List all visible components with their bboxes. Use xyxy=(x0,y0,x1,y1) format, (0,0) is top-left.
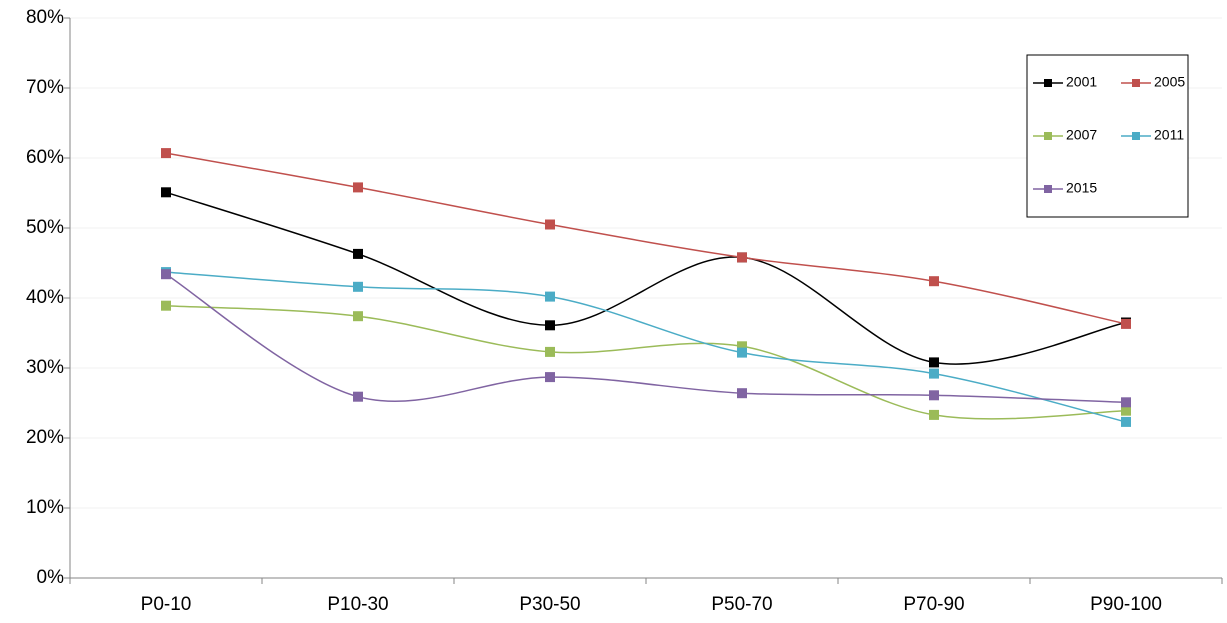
y-tick-label: 50% xyxy=(26,217,64,238)
data-point xyxy=(545,346,555,357)
series-line xyxy=(165,152,1127,325)
x-tick-label: P50-70 xyxy=(711,594,772,615)
data-point xyxy=(545,372,555,383)
series-line xyxy=(165,271,1127,423)
x-tick-label: P90-100 xyxy=(1090,594,1162,615)
series-line xyxy=(165,191,1127,365)
legend-marker xyxy=(1044,185,1052,193)
data-point xyxy=(545,320,555,331)
x-tick-label: P10-30 xyxy=(327,594,388,615)
data-point xyxy=(1121,318,1131,329)
y-tick-label: 60% xyxy=(26,147,64,168)
data-point xyxy=(545,219,555,230)
data-point xyxy=(1121,416,1131,427)
data-point xyxy=(161,187,171,198)
series-line xyxy=(165,304,1127,420)
y-tick-label: 20% xyxy=(26,427,64,448)
data-point xyxy=(353,248,363,259)
data-point xyxy=(929,390,939,401)
legend-marker xyxy=(1044,132,1052,140)
legend-marker xyxy=(1044,79,1052,87)
data-point xyxy=(737,388,747,399)
data-point xyxy=(737,341,747,352)
y-tick-label: 80% xyxy=(26,7,64,28)
y-tick-label: 10% xyxy=(26,497,64,518)
data-point xyxy=(161,148,171,159)
y-tick-label: 70% xyxy=(26,77,64,98)
data-point xyxy=(161,300,171,311)
data-point xyxy=(737,347,747,358)
legend-label: 2007 xyxy=(1066,127,1097,143)
legend-label: 2011 xyxy=(1154,127,1184,143)
data-point xyxy=(353,391,363,402)
data-point xyxy=(929,368,939,379)
data-point xyxy=(1121,397,1131,408)
legend-label: 2015 xyxy=(1066,180,1097,196)
legend-marker xyxy=(1132,79,1140,87)
data-point xyxy=(353,182,363,193)
data-point xyxy=(161,269,171,280)
data-point xyxy=(545,291,555,302)
x-tick-label: P0-10 xyxy=(141,594,192,615)
data-point xyxy=(737,252,747,263)
legend-marker xyxy=(1132,132,1140,140)
legend-label: 2005 xyxy=(1154,74,1185,90)
series-line xyxy=(165,273,1127,404)
data-point xyxy=(353,281,363,292)
x-tick-label: P30-50 xyxy=(519,594,580,615)
x-tick-label: P70-90 xyxy=(903,594,964,615)
data-point xyxy=(929,409,939,420)
data-point xyxy=(353,311,363,322)
y-tick-label: 30% xyxy=(26,357,64,378)
data-point xyxy=(929,357,939,368)
data-point xyxy=(929,276,939,287)
y-tick-label: 0% xyxy=(37,567,65,588)
legend-label: 2001 xyxy=(1066,74,1097,90)
data-point xyxy=(1121,405,1131,416)
y-tick-label: 40% xyxy=(26,287,64,308)
